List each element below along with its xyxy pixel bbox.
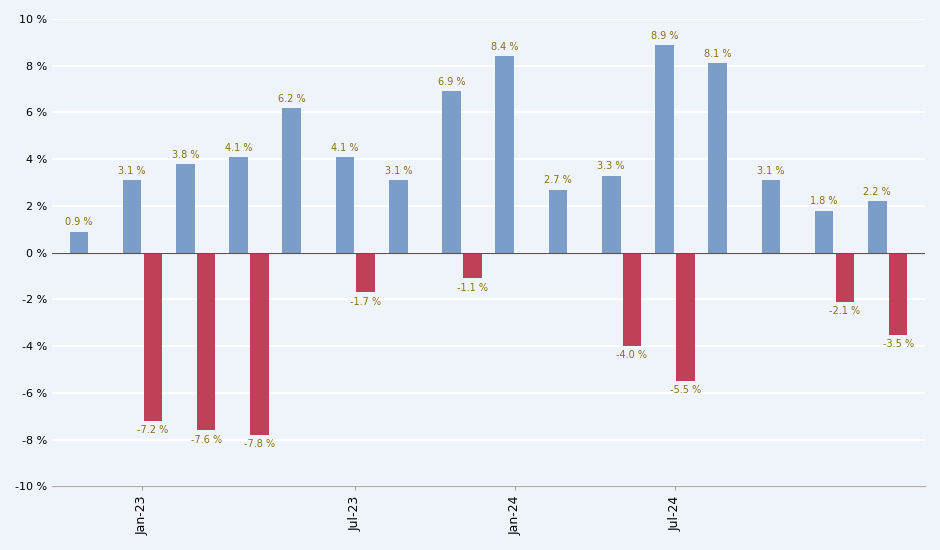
Text: 8.4 %: 8.4 % <box>491 42 519 52</box>
Text: 6.9 %: 6.9 % <box>438 77 465 87</box>
Bar <box>655 45 674 253</box>
Text: -1.7 %: -1.7 % <box>351 296 382 307</box>
Text: 6.2 %: 6.2 % <box>278 94 306 103</box>
Text: 2.7 %: 2.7 % <box>544 175 572 185</box>
Bar <box>815 211 834 253</box>
Bar <box>336 157 354 253</box>
Text: 1.8 %: 1.8 % <box>810 196 838 206</box>
Text: 0.9 %: 0.9 % <box>65 217 93 228</box>
Bar <box>123 180 141 253</box>
Text: -7.6 %: -7.6 % <box>191 434 222 444</box>
Bar <box>250 253 269 435</box>
Bar <box>868 201 886 253</box>
Text: -1.1 %: -1.1 % <box>457 283 488 293</box>
Text: 4.1 %: 4.1 % <box>225 142 252 153</box>
Bar <box>356 253 375 293</box>
Bar <box>622 253 641 346</box>
Text: 4.1 %: 4.1 % <box>331 142 359 153</box>
Bar <box>176 164 195 253</box>
Text: 8.9 %: 8.9 % <box>650 30 678 41</box>
Bar <box>709 63 727 253</box>
Bar <box>889 253 907 334</box>
Bar <box>389 180 408 253</box>
Bar <box>229 157 248 253</box>
Text: 3.1 %: 3.1 % <box>757 166 785 176</box>
Bar <box>495 57 514 253</box>
Bar <box>283 108 301 253</box>
Bar <box>761 180 780 253</box>
Bar <box>462 253 481 278</box>
Bar <box>442 91 461 253</box>
Bar <box>836 253 854 302</box>
Text: 8.1 %: 8.1 % <box>704 49 731 59</box>
Bar <box>602 175 620 253</box>
Text: 3.3 %: 3.3 % <box>598 161 625 172</box>
Bar <box>70 232 88 253</box>
Text: -2.1 %: -2.1 % <box>829 306 860 316</box>
Text: 3.8 %: 3.8 % <box>172 150 199 160</box>
Text: 3.1 %: 3.1 % <box>384 166 412 176</box>
Text: -5.5 %: -5.5 % <box>669 386 701 395</box>
Text: -4.0 %: -4.0 % <box>617 350 648 360</box>
Text: -3.5 %: -3.5 % <box>883 339 914 349</box>
Text: -7.2 %: -7.2 % <box>137 425 168 435</box>
Bar <box>676 253 695 381</box>
Text: 3.1 %: 3.1 % <box>118 166 146 176</box>
Bar <box>144 253 163 421</box>
Bar <box>549 190 567 253</box>
Bar <box>196 253 215 431</box>
Text: 2.2 %: 2.2 % <box>864 187 891 197</box>
Text: -7.8 %: -7.8 % <box>243 439 274 449</box>
